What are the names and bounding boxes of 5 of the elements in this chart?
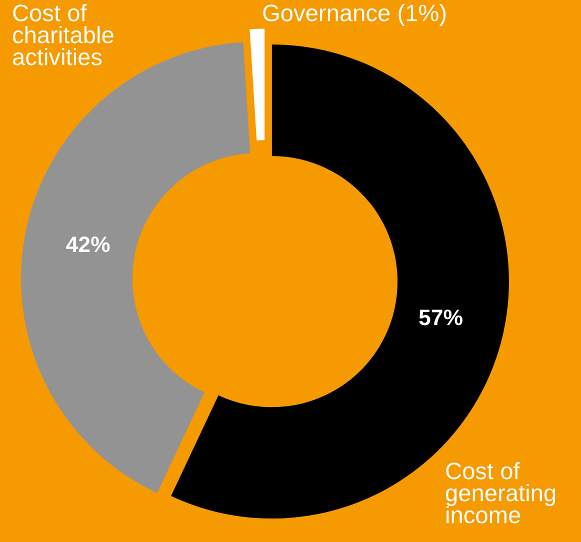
slice-label: Governance (1%): [263, 4, 446, 26]
slice-label: Cost of generating income: [446, 462, 556, 524]
slice-label: Cost of charitable activities: [13, 4, 114, 66]
data-label: 42%: [66, 236, 110, 252]
data-label: 57%: [419, 310, 462, 326]
